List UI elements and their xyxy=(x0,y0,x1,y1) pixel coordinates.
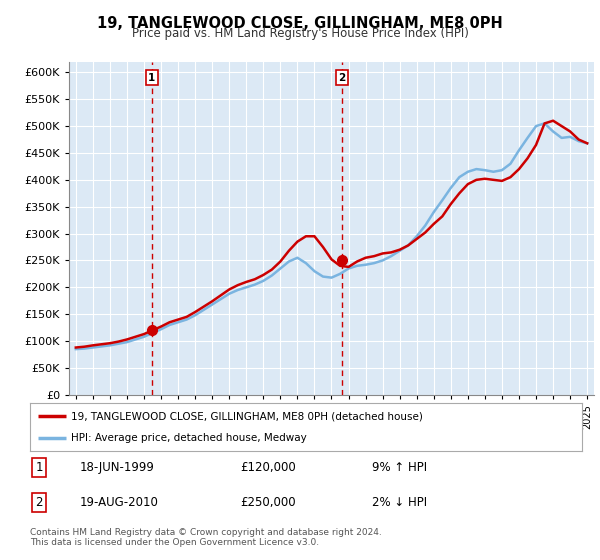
Text: 2: 2 xyxy=(35,496,43,509)
Text: £120,000: £120,000 xyxy=(240,461,296,474)
Text: 2: 2 xyxy=(338,73,346,83)
Text: 19-AUG-2010: 19-AUG-2010 xyxy=(80,496,158,509)
Text: 2% ↓ HPI: 2% ↓ HPI xyxy=(372,496,427,509)
Text: 19, TANGLEWOOD CLOSE, GILLINGHAM, ME8 0PH (detached house): 19, TANGLEWOOD CLOSE, GILLINGHAM, ME8 0P… xyxy=(71,411,423,421)
Text: 19, TANGLEWOOD CLOSE, GILLINGHAM, ME8 0PH: 19, TANGLEWOOD CLOSE, GILLINGHAM, ME8 0P… xyxy=(97,16,503,31)
Text: 18-JUN-1999: 18-JUN-1999 xyxy=(80,461,155,474)
Text: HPI: Average price, detached house, Medway: HPI: Average price, detached house, Medw… xyxy=(71,433,307,443)
Text: £250,000: £250,000 xyxy=(240,496,295,509)
Text: Price paid vs. HM Land Registry's House Price Index (HPI): Price paid vs. HM Land Registry's House … xyxy=(131,27,469,40)
Text: 1: 1 xyxy=(148,73,155,83)
Text: Contains HM Land Registry data © Crown copyright and database right 2024.
This d: Contains HM Land Registry data © Crown c… xyxy=(30,528,382,547)
Text: 9% ↑ HPI: 9% ↑ HPI xyxy=(372,461,427,474)
Text: 1: 1 xyxy=(35,461,43,474)
